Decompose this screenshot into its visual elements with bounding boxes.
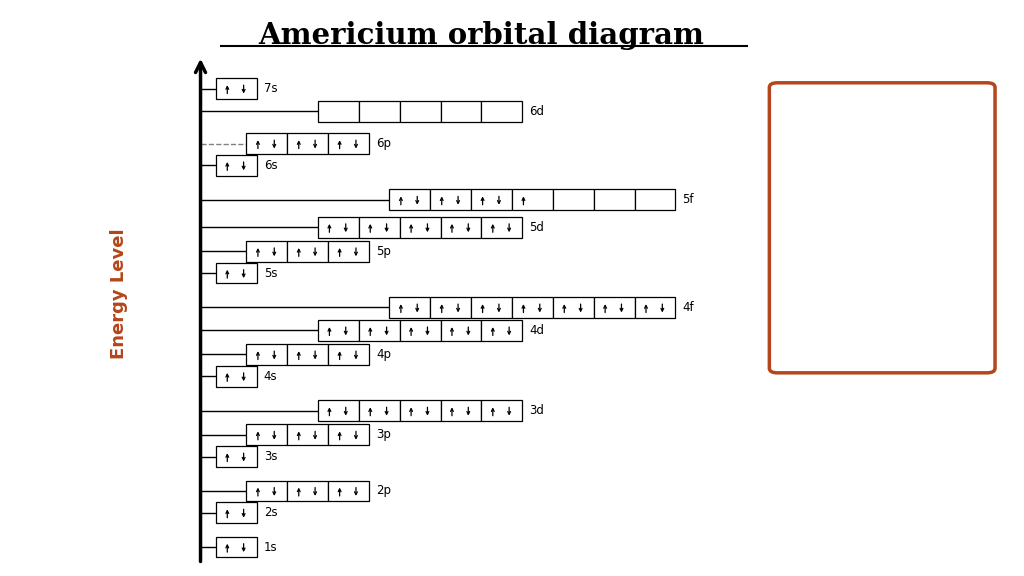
Text: 4d: 4d <box>529 324 545 337</box>
Bar <box>399 217 440 237</box>
Bar <box>318 400 358 421</box>
Text: Energy Level: Energy Level <box>110 229 128 359</box>
Bar <box>430 297 471 318</box>
Bar <box>594 190 635 210</box>
Bar <box>247 133 288 154</box>
Bar <box>594 297 635 318</box>
Bar <box>481 320 522 341</box>
Bar <box>358 400 399 421</box>
Bar <box>481 101 522 122</box>
Bar <box>512 190 553 210</box>
FancyBboxPatch shape <box>769 83 995 373</box>
Bar <box>247 344 288 365</box>
Text: 3d: 3d <box>529 404 544 417</box>
Bar <box>216 366 257 386</box>
Text: 4f: 4f <box>683 301 694 314</box>
Bar <box>288 133 328 154</box>
Bar <box>247 425 288 445</box>
Bar <box>288 344 328 365</box>
Bar <box>328 133 369 154</box>
Bar <box>328 425 369 445</box>
Bar <box>328 344 369 365</box>
Bar <box>318 320 358 341</box>
Text: 5p: 5p <box>376 245 391 258</box>
Text: 6p: 6p <box>376 137 391 150</box>
Bar <box>440 101 481 122</box>
Bar <box>481 400 522 421</box>
Text: 2s: 2s <box>264 506 278 519</box>
Bar <box>328 241 369 262</box>
Text: Americium: Americium <box>843 306 922 321</box>
Bar <box>399 320 440 341</box>
Bar <box>399 101 440 122</box>
Text: 1s: 1s <box>264 541 278 554</box>
Text: 243.0614: 243.0614 <box>848 338 918 353</box>
Bar <box>471 190 512 210</box>
Text: 5f: 5f <box>683 193 694 206</box>
Text: 3p: 3p <box>376 428 391 441</box>
Text: Am: Am <box>829 194 935 251</box>
Bar <box>430 190 471 210</box>
Text: 7s: 7s <box>264 82 278 95</box>
Text: 4p: 4p <box>376 348 391 361</box>
Bar <box>512 297 553 318</box>
Bar <box>358 101 399 122</box>
Bar <box>288 480 328 501</box>
Bar <box>553 297 594 318</box>
Bar <box>288 425 328 445</box>
Bar <box>481 217 522 237</box>
Bar <box>635 190 676 210</box>
Bar <box>318 217 358 237</box>
Bar <box>216 155 257 176</box>
Bar <box>247 241 288 262</box>
Text: 3s: 3s <box>264 450 278 463</box>
Bar <box>389 190 430 210</box>
Bar <box>389 297 430 318</box>
Bar <box>216 502 257 523</box>
Bar <box>440 320 481 341</box>
Bar <box>553 190 594 210</box>
Bar <box>471 297 512 318</box>
Bar <box>216 446 257 467</box>
Bar <box>399 400 440 421</box>
Bar <box>216 263 257 283</box>
Bar <box>440 217 481 237</box>
Text: 5d: 5d <box>529 221 544 234</box>
Bar <box>440 400 481 421</box>
Text: 6d: 6d <box>529 105 545 118</box>
Bar <box>247 480 288 501</box>
Bar <box>358 217 399 237</box>
Bar <box>318 101 358 122</box>
Text: 5s: 5s <box>264 267 278 279</box>
Bar <box>216 78 257 99</box>
Bar <box>216 537 257 558</box>
Bar <box>635 297 676 318</box>
Bar <box>328 480 369 501</box>
Text: 2p: 2p <box>376 484 391 498</box>
Text: 4s: 4s <box>264 370 278 383</box>
Text: Americium orbital diagram: Americium orbital diagram <box>258 21 705 51</box>
Bar <box>358 320 399 341</box>
Text: 6s: 6s <box>264 159 278 172</box>
Bar <box>288 241 328 262</box>
Text: 95: 95 <box>796 110 817 128</box>
